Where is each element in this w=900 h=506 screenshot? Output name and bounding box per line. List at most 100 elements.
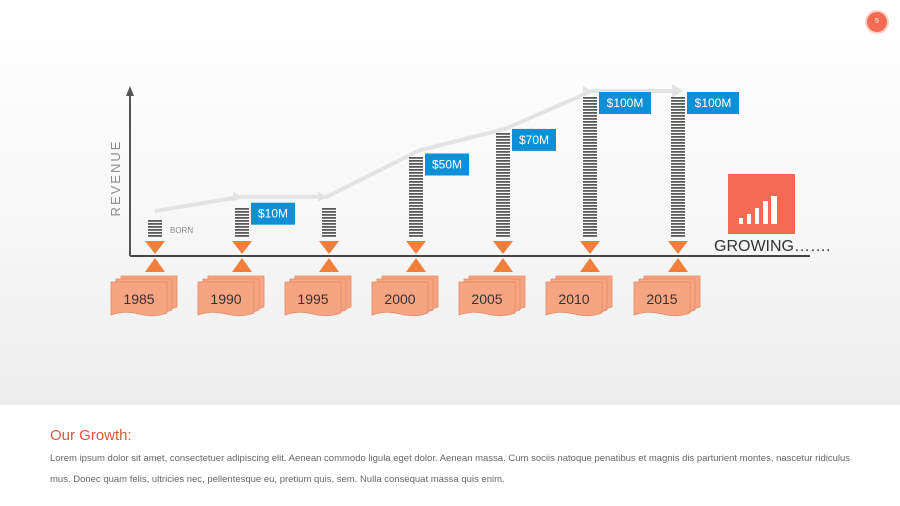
bar-stripe [671,175,685,177]
timeline-marker-up [493,258,513,272]
bar-stripe [671,157,685,159]
bar-stripe [671,166,685,168]
bar-stripe [671,190,685,192]
end-label: GROWING……. [714,238,830,255]
bar-stripe [496,208,510,210]
timeline-marker-up [580,258,600,272]
bar-stripe [583,184,597,186]
bar-stripe [671,169,685,171]
x-tick-label: 1995 [297,291,328,307]
bar-stripe [583,142,597,144]
bar-stripe [671,178,685,180]
value-label: $70M [519,133,549,147]
bar-stripe [496,226,510,228]
bar-stripe [671,208,685,210]
bar-stripe [671,124,685,126]
bar-stripe [496,169,510,171]
bar-stripe [322,226,336,228]
x-tick-label: 1985 [123,291,154,307]
year-card-sheet [545,281,603,317]
bar-stripe [583,172,597,174]
bar-stripe [235,235,249,237]
bar-stripe [583,169,597,171]
bar-stripe [671,100,685,102]
bar-stripe [583,115,597,117]
x-tick-label: 1990 [210,291,241,307]
year-card-sheet [197,281,255,317]
bar-stripe [671,193,685,195]
year-card-sheet [458,281,516,317]
bar-stripe [583,187,597,189]
bar-stripe [671,229,685,231]
bar-stripe [409,160,423,162]
footer: Our Growth: Lorem ipsum dolor sit amet, … [0,405,900,506]
bar-stripe [409,175,423,177]
bar-stripe [235,226,249,228]
bar-stripe [671,127,685,129]
bar-stripe [496,220,510,222]
bar-stripe [583,226,597,228]
bar-stripe [409,178,423,180]
bar-stripe [671,199,685,201]
bar-stripe [583,151,597,153]
timeline-marker-down [319,241,339,254]
bar-stripe [409,229,423,231]
start-label: BORN [170,226,193,235]
bar-stripe [583,154,597,156]
revenue-bar [148,220,162,237]
bar-stripe [671,163,685,165]
bar-stripe [671,136,685,138]
footer-body: Lorem ipsum dolor sit amet, consectetuer… [50,453,851,485]
bar-stripe [409,199,423,201]
revenue-timeline-chart: REVENUE 1985 1990 $10M 1995 2000 $50M 2005 $70M 2… [108,84,830,317]
bar-stripe [409,166,423,168]
bar-stripe [148,223,162,225]
bar-stripe [235,229,249,231]
value-label: $50M [432,158,462,172]
bar-stripe [671,109,685,111]
bar-stripe [496,229,510,231]
bar-stripe [671,154,685,156]
bar-stripe [671,196,685,198]
bar-stripe [583,118,597,120]
bar-stripe [671,226,685,228]
bar-stripe [671,112,685,114]
bar-stripe [583,163,597,165]
bar-stripe [671,187,685,189]
bar-stripe [322,229,336,231]
growing-icon-bar [771,196,777,224]
bar-stripe [671,151,685,153]
bar-stripe [322,220,336,222]
trend-segment-arrowhead [233,191,242,202]
bar-stripe [496,145,510,147]
bar-stripe [409,220,423,222]
bar-stripe [496,172,510,174]
x-tick-label: 2005 [471,291,502,307]
timeline-marker-up [668,258,688,272]
bar-stripe [583,130,597,132]
bar-stripe [583,214,597,216]
bar-stripe [671,121,685,123]
bar-stripe [409,172,423,174]
bar-stripe [583,109,597,111]
bar-stripe [583,100,597,102]
bar-stripe [583,127,597,129]
timeline-marker-down [232,241,252,254]
bar-stripe [496,214,510,216]
bar-stripe [671,142,685,144]
bar-stripe [583,202,597,204]
timeline-marker-down [580,241,600,254]
bar-stripe [583,235,597,237]
bar-stripe [671,217,685,219]
bar-stripe [409,235,423,237]
bar-stripe [671,211,685,213]
growing-icon-bg [728,174,795,234]
bar-stripe [583,103,597,105]
bar-stripe [496,166,510,168]
value-label-box [687,92,739,114]
bar-stripe [148,229,162,231]
x-tick-label: 2000 [384,291,415,307]
trend-segment-arrowhead [318,191,327,202]
bar-stripe [671,106,685,108]
bar-chart-icon [728,174,795,234]
